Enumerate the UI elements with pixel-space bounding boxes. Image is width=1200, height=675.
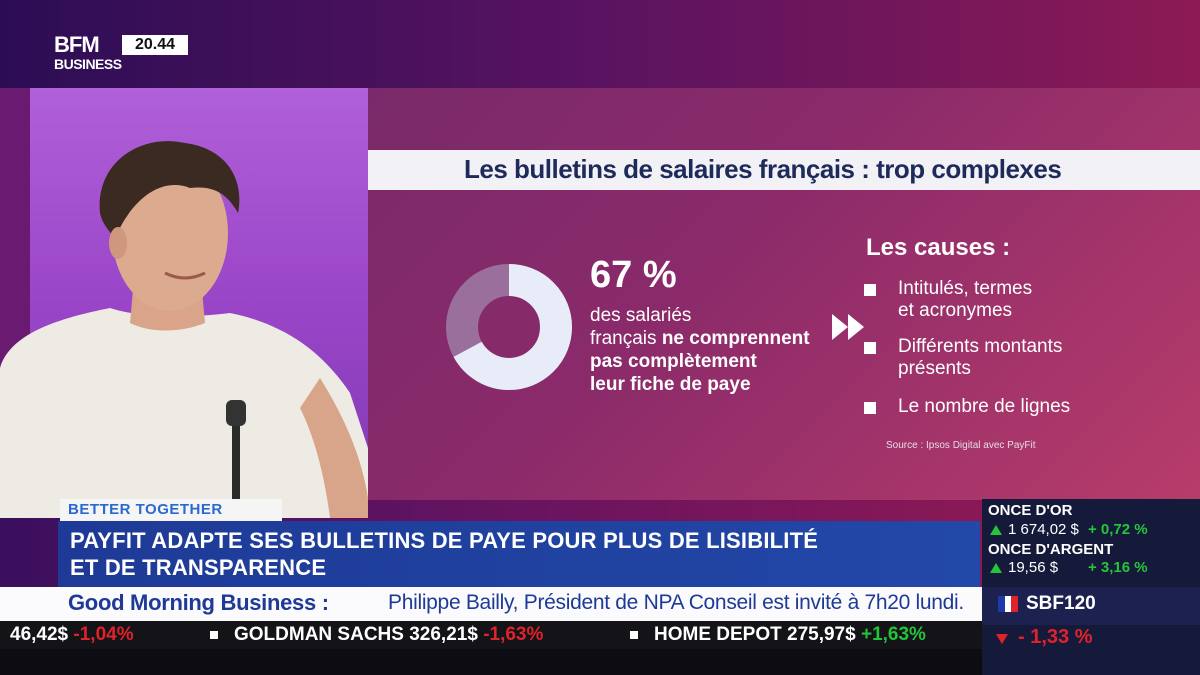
- crawl-message: Philippe Bailly, Président de NPA Consei…: [388, 591, 964, 614]
- donut-chart: [446, 264, 572, 390]
- up-arrow-icon: [990, 563, 1002, 573]
- headline-line-1: PAYFIT ADAPTE SES BULLETINS DE PAYE POUR…: [70, 528, 819, 553]
- logo-bfm: BFM: [54, 32, 100, 57]
- stat-line-3-bold: pas complètement: [590, 351, 757, 372]
- cause-line: et acronymes: [898, 300, 1013, 321]
- source-note: Source : Ipsos Digital avec PayFit: [886, 440, 1036, 451]
- cause-line: Différents montants: [898, 336, 1063, 357]
- ticker-quote: GOLDMAN SACHS 326,21$: [234, 624, 478, 645]
- index-change: - 1,33 %: [1018, 626, 1093, 648]
- ticker-item: GOLDMAN SACHS 326,21$ -1,63%: [234, 624, 543, 646]
- show-name: Good Morning Business :: [68, 590, 329, 615]
- cause-item: Le nombre de lignes: [864, 396, 1128, 418]
- market-panel: ONCE D'OR 1 674,02 $ + 0,72 % ONCE D'ARG…: [982, 499, 1200, 675]
- down-arrow-icon: [996, 634, 1008, 644]
- infographic-title: Les bulletins de salaires français : tro…: [464, 154, 1062, 184]
- ticker-separator: [210, 631, 218, 639]
- gold-change: + 0,72 %: [1088, 521, 1148, 538]
- donut-arc: [446, 264, 572, 390]
- infographic-panel: Les bulletins de salaires français : tro…: [368, 88, 1200, 500]
- news-crawl: Good Morning Business : Philippe Bailly,…: [0, 587, 982, 621]
- cause-line: Le nombre de lignes: [898, 396, 1071, 417]
- ticker-item: 46,42$ -1,04%: [10, 624, 134, 646]
- ticker-quote: 46,42$: [10, 624, 69, 645]
- silver-change: + 3,16 %: [1088, 559, 1148, 576]
- ticker-change: +1,63%: [860, 624, 926, 645]
- stat-line-3: pas complètement: [590, 350, 850, 373]
- segment-tag: BETTER TOGETHER: [60, 499, 282, 521]
- stat-line-2-bold: ne comprennent: [661, 328, 810, 349]
- top-band: [0, 0, 1200, 88]
- headline-banner: PAYFIT ADAPTE SES BULLETINS DE PAYE POUR…: [58, 521, 980, 587]
- cause-item: Intitulés, termes et acronymes: [864, 278, 1128, 322]
- stat-line-2-regular: français: [590, 328, 657, 349]
- clock: 20.44: [122, 35, 188, 55]
- ticker-separator: [630, 631, 638, 639]
- index-row: [982, 587, 1200, 625]
- bullet-square-icon: [864, 402, 876, 414]
- causes-title: Les causes :: [866, 234, 1011, 261]
- ticker-quote: HOME DEPOT 275,97$: [654, 624, 856, 645]
- silver-label: ONCE D'ARGENT: [988, 541, 1114, 558]
- stat-line-4-bold: leur fiche de paye: [590, 374, 751, 395]
- gold-label: ONCE D'OR: [988, 502, 1073, 519]
- bullet-square-icon: [864, 284, 876, 296]
- stat-line-2: français ne comprennent: [590, 327, 850, 350]
- presenter-figure: [0, 141, 368, 518]
- silver-value: 19,56 $: [1008, 559, 1059, 576]
- channel-logo: BFM BUSINESS 20.44: [54, 32, 188, 76]
- bullet-square-icon: [864, 342, 876, 354]
- stat-line-4: leur fiche de paye: [590, 373, 850, 396]
- logo-business: BUSINESS: [54, 56, 122, 72]
- cause-line: Intitulés, termes: [898, 278, 1033, 299]
- stat-value: 67 %: [590, 254, 677, 296]
- gold-value: 1 674,02 $: [1008, 521, 1079, 538]
- headline-text: PAYFIT ADAPTE SES BULLETINS DE PAYE POUR…: [70, 527, 818, 581]
- french-flag-icon: [998, 596, 1018, 612]
- infographic-title-bar: Les bulletins de salaires français : tro…: [368, 150, 1200, 190]
- ticker-change: -1,63%: [483, 624, 544, 645]
- cause-line: présents: [898, 358, 971, 379]
- headline-line-2: ET DE TRANSPARENCE: [70, 555, 327, 580]
- studio-camera-view: [0, 88, 368, 518]
- ticker-item: HOME DEPOT 275,97$ +1,63%: [654, 624, 926, 646]
- stat-description: des salariés français ne comprennent pas…: [590, 304, 850, 396]
- index-name: SBF120: [1026, 593, 1096, 614]
- stock-ticker: 46,42$ -1,04% GOLDMAN SACHS 326,21$ -1,6…: [0, 621, 982, 649]
- ticker-change: -1,04%: [73, 624, 134, 645]
- cause-item: Différents montants présents: [864, 336, 1128, 380]
- double-chevron-icon: [832, 314, 864, 340]
- up-arrow-icon: [990, 525, 1002, 535]
- stat-line-1: des salariés: [590, 305, 692, 326]
